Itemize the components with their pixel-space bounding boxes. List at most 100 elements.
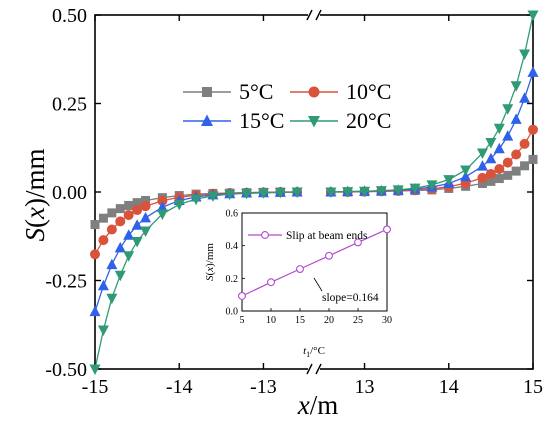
data-point-s10 [157,195,168,206]
data-point-s5 [132,198,142,208]
data-point-s5 [528,154,538,164]
series-group [89,10,539,375]
inset-x-tick-label: 30 [382,315,392,326]
axis-break-mark [306,363,313,375]
inset-x-axis-label: t1/°C [303,345,325,359]
inset-data-point [325,251,333,260]
inset-data-point [267,278,275,287]
inset-annotation-arrow [313,277,323,292]
data-point-s15 [476,160,488,171]
inset-x-tick-label: 25 [353,315,363,326]
data-point-s15 [123,229,135,240]
data-point-s20 [460,165,472,177]
data-point-s10 [485,168,496,179]
main-plot: -0.50-0.250.000.250.50-15 -14 -13 13 14 15 [45,5,543,398]
data-point-s10 [519,138,530,149]
data-point-s15 [527,66,539,77]
inset-data-point [354,238,362,247]
data-point-s20 [527,10,539,21]
legend-marker-s10 [308,86,320,98]
y-tick-label: -0.25 [45,271,87,293]
data-point-s15 [114,241,126,253]
data-point-s10 [90,249,100,260]
data-point-s20 [241,188,253,200]
x-tick-label: -13 [250,376,277,398]
data-point-s5 [486,176,496,186]
data-point-s15 [106,258,118,270]
data-point-s15 [502,130,514,141]
axis-break-mark [306,9,313,21]
data-point-s20 [106,293,118,305]
data-point-s20 [476,148,488,160]
legend-marker-s5 [202,87,212,97]
data-point-s20 [409,183,421,195]
data-point-s5 [477,179,487,189]
axis-break-gap [308,364,320,374]
data-point-s10 [98,235,109,246]
x-tick-label: 14 [439,376,459,398]
data-point-s5 [141,195,151,205]
legend-label-s5: 5°C [239,79,273,104]
inset-y-axis-label: S(x)/mm [204,243,216,281]
data-point-s15 [89,305,101,317]
series-line-s20 [94,191,298,370]
data-point-s20 [257,188,269,199]
data-point-s20 [207,191,219,202]
axis-labels: S(x)/mm x/m [20,149,338,421]
data-point-s20 [173,199,185,211]
legend-label-s20: 20°C [346,108,391,133]
inset-data-point [296,265,304,273]
y-tick-label: 0.25 [52,94,87,116]
legend-marker-s15 [201,114,213,126]
data-point-s20 [291,187,303,198]
data-point-s5 [98,213,108,223]
y-tick-label: 0.00 [52,182,87,204]
inset-y-tick-label: 0.0 [226,307,239,318]
data-point-s20 [493,123,505,135]
inset-data-point [238,292,246,300]
data-point-s10 [132,205,143,216]
axis-break-mark [315,9,322,21]
x-axis-label: x/m [297,390,339,420]
data-point-s15 [156,201,168,212]
data-point-s10 [140,201,151,212]
data-point-s20 [224,189,236,201]
data-point-s20 [156,209,168,220]
data-point-s20 [443,175,455,186]
data-point-s15 [493,142,505,154]
data-point-s5 [124,200,134,210]
data-point-s15 [131,219,143,230]
data-point-s10 [494,163,505,174]
data-point-s20 [140,226,152,237]
data-point-s15 [510,113,522,124]
data-point-s10 [477,172,488,183]
axis-break-mark [315,363,322,375]
data-point-s20 [131,237,143,248]
data-point-s15 [485,152,497,164]
x-tick-label: 15 [523,376,543,398]
data-point-s10 [106,224,117,235]
legend-label-s15: 15°C [239,108,284,133]
data-point-s10 [115,216,126,227]
data-point-s15 [519,92,531,103]
y-tick-label: 0.50 [52,5,87,27]
data-point-s20 [426,180,438,191]
data-point-s20 [114,270,126,282]
data-point-s5 [520,161,530,171]
data-point-s20 [485,137,497,149]
data-point-s10 [502,157,513,168]
inset-x-tick-label: 20 [324,315,334,326]
data-point-s20 [97,325,109,337]
data-point-s20 [123,251,135,262]
inset-data-point [383,225,391,234]
data-point-s10 [123,210,134,221]
data-point-s5 [107,208,117,218]
legend-label-s10: 10°C [346,79,391,104]
data-point-s20 [342,187,354,198]
data-point-s5 [503,170,513,180]
inset-y-tick-label: 0.6 [226,209,239,220]
data-point-s20 [190,194,202,206]
x-tick-label: 13 [355,376,375,398]
inset-y-tick-label: 0.2 [226,274,239,285]
